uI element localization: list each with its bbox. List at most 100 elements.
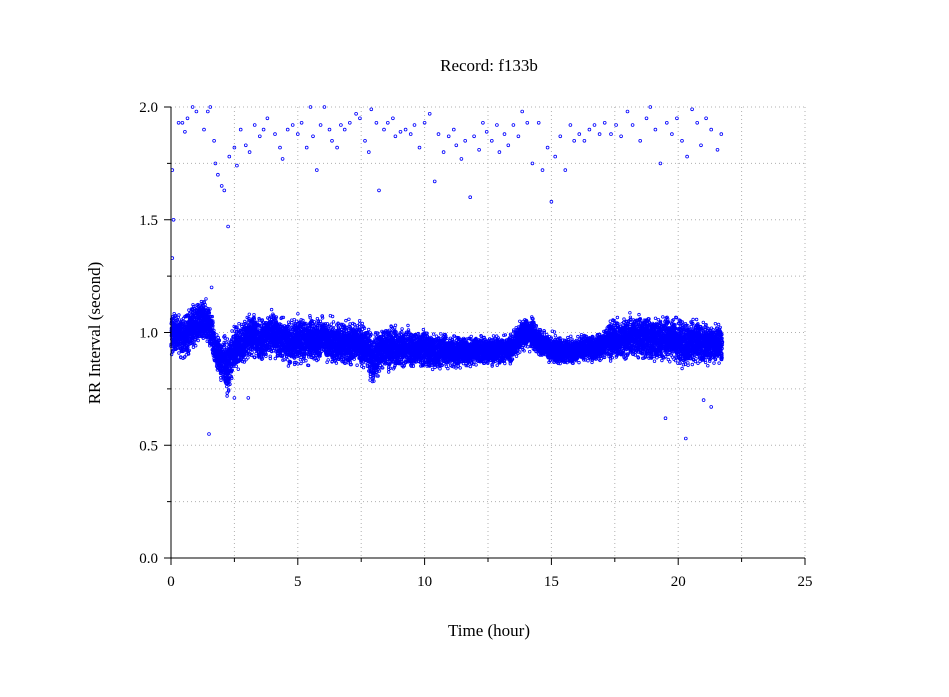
data-point bbox=[344, 318, 348, 323]
data-point bbox=[236, 367, 240, 371]
data-point bbox=[367, 327, 371, 332]
data-point bbox=[201, 313, 206, 317]
data-point bbox=[210, 322, 214, 326]
data-point bbox=[373, 333, 377, 337]
data-point bbox=[185, 326, 189, 331]
data-point bbox=[176, 335, 181, 340]
data-point bbox=[196, 304, 200, 309]
data-points bbox=[169, 105, 725, 441]
data-point bbox=[176, 345, 180, 349]
data-point bbox=[217, 338, 221, 342]
data-point bbox=[188, 316, 193, 320]
data-point bbox=[196, 326, 200, 330]
data-point bbox=[225, 337, 230, 341]
data-point bbox=[193, 336, 197, 340]
data-point bbox=[246, 356, 250, 360]
data-point bbox=[299, 361, 303, 366]
data-point bbox=[177, 351, 181, 355]
data-point bbox=[197, 323, 202, 327]
data-point bbox=[221, 375, 225, 379]
data-point bbox=[179, 355, 183, 360]
data-point bbox=[286, 364, 291, 368]
data-point bbox=[201, 304, 205, 308]
data-point bbox=[299, 355, 303, 360]
data-point bbox=[208, 325, 213, 329]
data-point bbox=[261, 320, 265, 324]
data-point bbox=[201, 303, 205, 307]
data-point bbox=[172, 312, 176, 316]
data-point bbox=[368, 378, 372, 382]
data-point bbox=[239, 322, 244, 327]
data-point bbox=[196, 338, 200, 343]
data-point bbox=[273, 356, 277, 361]
data-point bbox=[207, 317, 211, 321]
data-point bbox=[230, 329, 234, 333]
data-point bbox=[320, 314, 324, 318]
chart-title: Record: f133b bbox=[440, 56, 538, 75]
data-point bbox=[188, 331, 193, 336]
data-point bbox=[203, 319, 207, 323]
data-point bbox=[210, 314, 214, 319]
data-point bbox=[247, 316, 251, 320]
data-point bbox=[234, 364, 238, 368]
data-point bbox=[330, 314, 335, 319]
data-point bbox=[252, 355, 256, 359]
data-point bbox=[218, 364, 222, 368]
data-point bbox=[202, 326, 207, 330]
data-point bbox=[203, 324, 207, 329]
data-point bbox=[308, 314, 312, 318]
data-point bbox=[222, 354, 227, 358]
data-point bbox=[178, 339, 183, 343]
data-point bbox=[352, 322, 357, 327]
data-point bbox=[196, 310, 201, 314]
data-point bbox=[192, 342, 197, 346]
data-point bbox=[316, 319, 321, 323]
data-point bbox=[184, 334, 189, 338]
data-point bbox=[209, 314, 213, 319]
data-point bbox=[221, 343, 225, 347]
data-point bbox=[216, 344, 220, 349]
data-point bbox=[188, 322, 193, 326]
data-point bbox=[208, 307, 212, 311]
data-point bbox=[214, 352, 219, 356]
data-point bbox=[269, 307, 274, 312]
data-point bbox=[183, 315, 187, 319]
data-point bbox=[191, 303, 195, 307]
data-point bbox=[216, 356, 220, 360]
data-point bbox=[334, 361, 339, 365]
data-point bbox=[201, 309, 205, 314]
data-point bbox=[180, 349, 184, 354]
data-point bbox=[201, 307, 206, 312]
data-point bbox=[252, 313, 256, 317]
data-point bbox=[360, 321, 364, 326]
data-point bbox=[275, 354, 280, 358]
data-point bbox=[207, 328, 211, 332]
data-point bbox=[226, 375, 230, 379]
data-point bbox=[169, 352, 174, 357]
data-point bbox=[183, 320, 187, 324]
data-point bbox=[331, 320, 336, 324]
data-point bbox=[191, 345, 196, 349]
data-point bbox=[192, 316, 197, 320]
data-point bbox=[185, 313, 190, 317]
data-point bbox=[212, 331, 217, 335]
data-point bbox=[212, 336, 217, 340]
data-point bbox=[175, 318, 180, 322]
data-point bbox=[259, 324, 263, 328]
data-point bbox=[200, 335, 205, 339]
data-point bbox=[220, 366, 224, 371]
data-point bbox=[201, 315, 205, 319]
data-point bbox=[296, 312, 300, 316]
data-point bbox=[179, 318, 183, 322]
data-point bbox=[326, 358, 330, 362]
data-point bbox=[185, 349, 189, 353]
data-point bbox=[204, 297, 208, 301]
data-point bbox=[183, 323, 188, 327]
data-point bbox=[222, 335, 226, 339]
data-point bbox=[321, 348, 326, 352]
data-point bbox=[368, 372, 373, 376]
data-point bbox=[225, 384, 229, 389]
data-point bbox=[223, 373, 227, 377]
data-point bbox=[176, 334, 180, 338]
data-point bbox=[252, 315, 256, 320]
